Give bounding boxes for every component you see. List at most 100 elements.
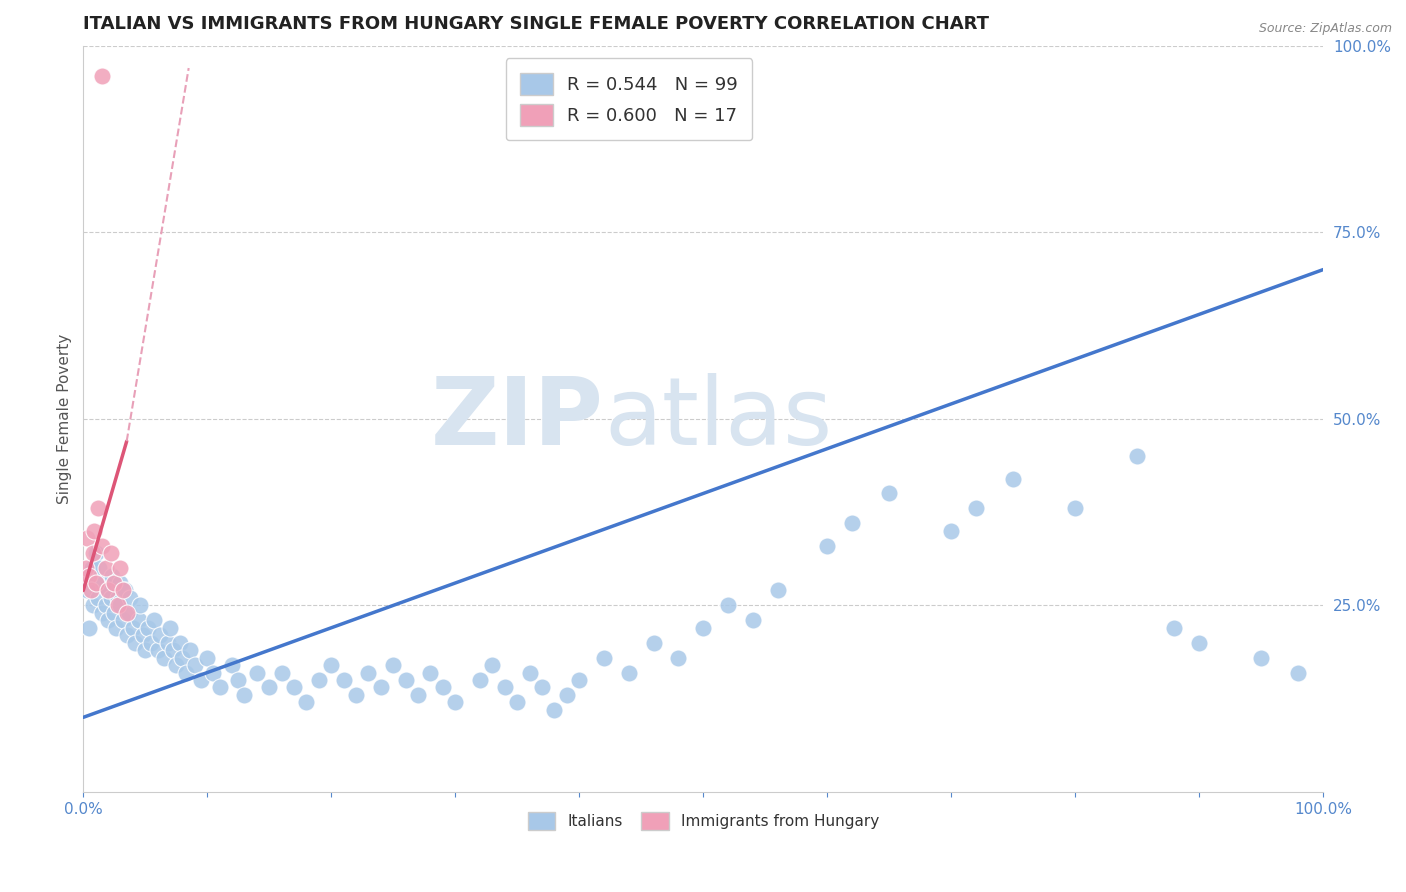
Point	[344, 688, 367, 702]
Point	[270, 665, 292, 680]
Point	[122, 621, 145, 635]
Point	[494, 681, 516, 695]
Point	[568, 673, 591, 687]
Point	[395, 673, 418, 687]
Point	[332, 673, 354, 687]
Point	[146, 643, 169, 657]
Point	[965, 501, 987, 516]
Point	[941, 524, 963, 538]
Text: atlas: atlas	[605, 373, 832, 465]
Point	[370, 681, 392, 695]
Point	[1250, 650, 1272, 665]
Point	[202, 665, 225, 680]
Y-axis label: Single Female Poverty: Single Female Poverty	[58, 334, 72, 504]
Point	[103, 576, 125, 591]
Point	[169, 636, 191, 650]
Point	[90, 606, 112, 620]
Legend: Italians, Immigrants from Hungary: Italians, Immigrants from Hungary	[522, 805, 886, 837]
Point	[1163, 621, 1185, 635]
Point	[76, 583, 98, 598]
Point	[1002, 471, 1025, 485]
Point	[104, 621, 127, 635]
Point	[91, 576, 114, 591]
Point	[172, 650, 194, 665]
Point	[159, 621, 181, 635]
Point	[1064, 501, 1087, 516]
Point	[87, 501, 110, 516]
Point	[432, 681, 454, 695]
Point	[118, 606, 141, 620]
Point	[1188, 636, 1211, 650]
Point	[103, 606, 125, 620]
Point	[129, 599, 152, 613]
Point	[110, 561, 132, 575]
Point	[555, 688, 578, 702]
Point	[233, 688, 256, 702]
Text: ZIP: ZIP	[432, 373, 605, 465]
Point	[179, 643, 201, 657]
Point	[226, 673, 249, 687]
Point	[617, 665, 640, 680]
Point	[79, 621, 101, 635]
Point	[1126, 449, 1149, 463]
Point	[877, 486, 900, 500]
Text: ITALIAN VS IMMIGRANTS FROM HUNGARY SINGLE FEMALE POVERTY CORRELATION CHART: ITALIAN VS IMMIGRANTS FROM HUNGARY SINGL…	[83, 15, 990, 33]
Point	[82, 599, 104, 613]
Point	[111, 583, 134, 598]
Point	[84, 546, 107, 560]
Point	[468, 673, 491, 687]
Point	[80, 583, 103, 598]
Point	[124, 636, 146, 650]
Point	[184, 658, 207, 673]
Point	[141, 636, 163, 650]
Point	[132, 628, 155, 642]
Point	[1288, 665, 1310, 680]
Point	[357, 665, 380, 680]
Point	[114, 583, 136, 598]
Point	[87, 591, 110, 605]
Point	[82, 546, 104, 560]
Point	[97, 613, 120, 627]
Point	[97, 583, 120, 598]
Point	[419, 665, 441, 680]
Point	[115, 628, 138, 642]
Point	[481, 658, 503, 673]
Point	[107, 599, 129, 613]
Point	[283, 681, 305, 695]
Text: Source: ZipAtlas.com: Source: ZipAtlas.com	[1258, 22, 1392, 36]
Point	[79, 568, 101, 582]
Point	[668, 650, 690, 665]
Point	[100, 546, 122, 560]
Point	[111, 613, 134, 627]
Point	[156, 636, 179, 650]
Point	[382, 658, 405, 673]
Point	[406, 688, 429, 702]
Point	[321, 658, 343, 673]
Point	[76, 531, 98, 545]
Point	[221, 658, 243, 673]
Point	[84, 576, 107, 591]
Point	[94, 561, 117, 575]
Point	[110, 576, 132, 591]
Point	[717, 599, 740, 613]
Point	[174, 665, 197, 680]
Point	[531, 681, 554, 695]
Point	[741, 613, 763, 627]
Point	[100, 591, 122, 605]
Point	[643, 636, 665, 650]
Point	[89, 561, 111, 575]
Point	[120, 591, 142, 605]
Point	[519, 665, 541, 680]
Point	[101, 568, 124, 582]
Point	[246, 665, 269, 680]
Point	[90, 69, 112, 83]
Point	[75, 561, 97, 575]
Point	[841, 516, 863, 531]
Point	[308, 673, 330, 687]
Point	[134, 643, 156, 657]
Point	[815, 539, 838, 553]
Point	[165, 658, 187, 673]
Point	[128, 613, 150, 627]
Point	[136, 621, 159, 635]
Point	[143, 613, 166, 627]
